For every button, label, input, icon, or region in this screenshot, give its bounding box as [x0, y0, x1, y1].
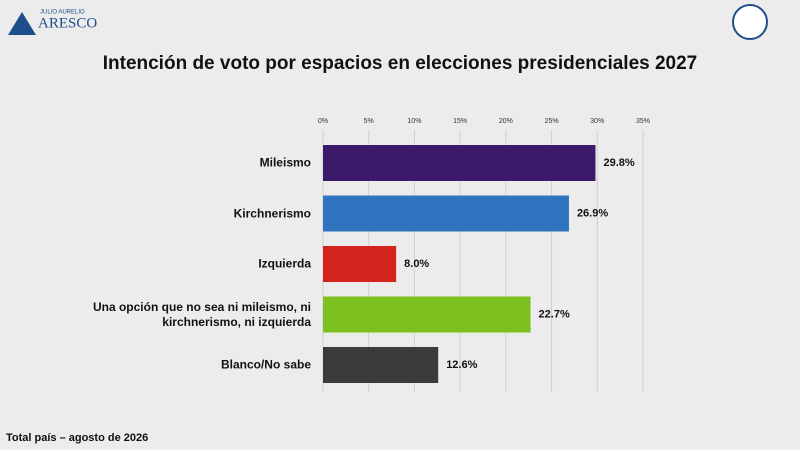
- value-label: 29.8%: [603, 157, 634, 169]
- value-label: 8.0%: [404, 258, 429, 270]
- bar: [323, 347, 439, 383]
- logo-small: JULIO AURELIO: [40, 10, 85, 16]
- x-tick-label: 35%: [636, 118, 650, 125]
- logo: ARESCO: [38, 15, 97, 31]
- category-label: Kirchnerismo: [233, 206, 311, 220]
- chart-title: Intención de voto por espacios en elecci…: [103, 53, 698, 74]
- category-label: Izquierda: [258, 256, 311, 271]
- footer: Total país – agosto de 2026: [6, 432, 148, 444]
- x-tick-label: 25%: [545, 118, 559, 125]
- bar: [323, 195, 569, 232]
- value-label: 12.6%: [446, 359, 477, 371]
- logo-icon: [8, 12, 36, 35]
- x-tick-label: 20%: [499, 118, 513, 125]
- value-label: 22.7%: [539, 308, 570, 320]
- bar: [323, 246, 397, 282]
- x-tick-label: 15%: [453, 118, 467, 125]
- x-tick-label: 10%: [407, 118, 421, 125]
- category-label: Blanco/No sabe: [220, 357, 311, 372]
- value-label: 26.9%: [577, 207, 608, 219]
- x-tick-label: 0%: [318, 118, 328, 125]
- x-tick-label: 30%: [590, 118, 604, 125]
- category-label: Mileismo: [259, 155, 311, 170]
- category-label: Una opción que no sea ni mileismo, ni ki…: [92, 299, 311, 329]
- bar: [323, 145, 596, 181]
- logo-right: [732, 4, 768, 40]
- x-tick-label: 5%: [364, 118, 374, 125]
- bar: [323, 296, 531, 333]
